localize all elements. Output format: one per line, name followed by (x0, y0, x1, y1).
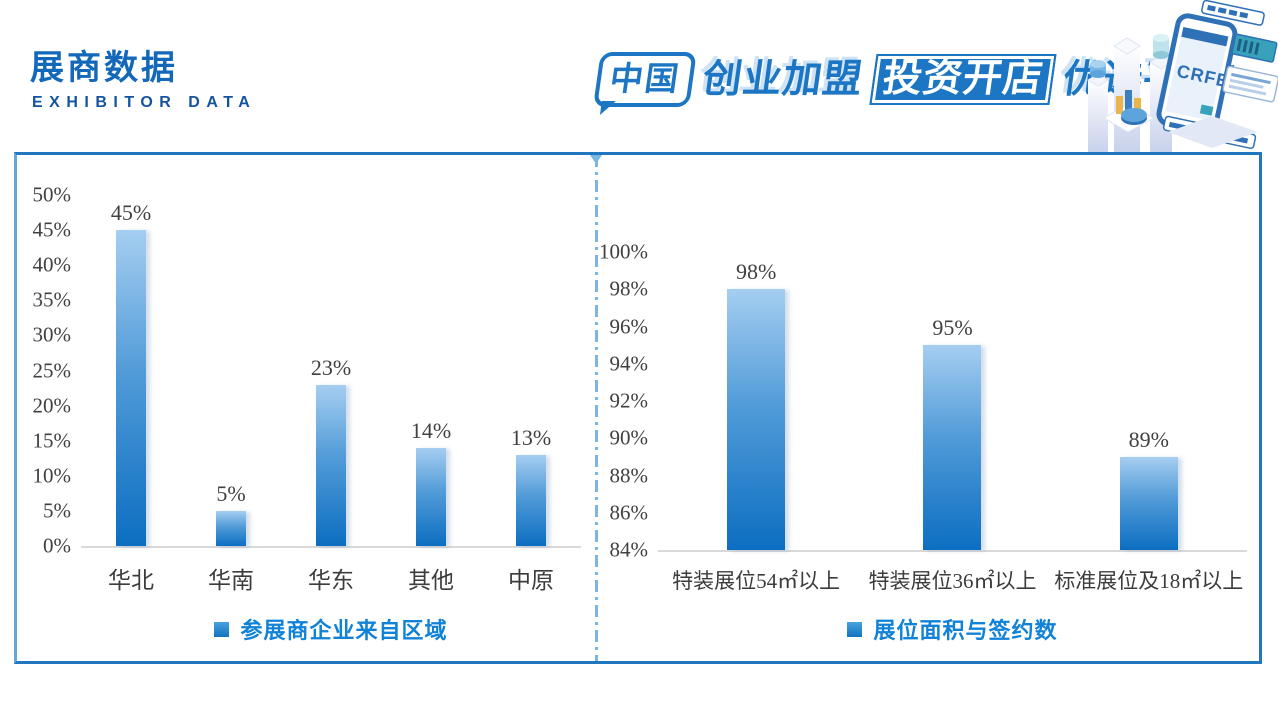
y-tick-label: 98% (609, 276, 649, 301)
x-axis-labels-right: 特装展位54㎡以上 特装展位36㎡以上 标准展位及18㎡以上 (658, 552, 1247, 595)
bar-cell: 14% (381, 417, 481, 546)
bar-cell: 89% (1051, 426, 1247, 550)
plot-area-left: 45% 5% 23% 14% 13% (81, 195, 581, 548)
y-tick-label: 86% (609, 500, 649, 525)
mini-bar-chart (1103, 90, 1156, 133)
bar (316, 384, 346, 546)
banner-shapes (1162, 0, 1278, 150)
legend-label-right: 展位面积与签约数 (873, 618, 1058, 643)
legend-left: 参展商企业来自区域 (81, 617, 581, 643)
category-label: 其他 (408, 568, 454, 593)
bar-value-label: 13% (510, 424, 552, 450)
y-tick-label: 45% (32, 217, 72, 242)
slogan-text-1: 创业加盟 (699, 57, 867, 101)
bar-cell: 95% (854, 317, 1050, 550)
y-tick-label: 30% (32, 322, 72, 347)
y-axis-left: 50% 45% 40% 35% 30% 25% 20% 15% 10% 5% 0% (25, 184, 81, 556)
y-tick-label: 94% (609, 351, 649, 376)
y-axis-right: 100% 98% 96% 94% 92% 90% 88% 86% 84% (599, 241, 658, 560)
legend-label-left: 参展商企业来自区域 (240, 618, 448, 643)
bar (727, 289, 786, 550)
bar-value-label: 89% (1128, 426, 1169, 452)
bar-value-label: 98% (736, 259, 777, 285)
slogan-highlight: 投资开店 (869, 53, 1057, 105)
slogan-bubble: 中国 (593, 51, 697, 107)
bar (1119, 456, 1178, 550)
category-label: 华北 (108, 568, 154, 593)
bar-value-label: 45% (110, 200, 152, 226)
cylinder-shapes (1090, 34, 1169, 78)
bar-value-label: 95% (932, 315, 973, 341)
isometric-phone-illustration: CRFE (1087, 0, 1278, 152)
category-label: 特装展位54㎡以上 (672, 569, 841, 593)
legend-swatch-icon (214, 621, 230, 637)
y-tick-label: 20% (32, 393, 72, 418)
page-subtitle: EXHIBITOR DATA (32, 94, 257, 111)
y-tick-label: 84% (609, 537, 649, 562)
category-label: 华南 (208, 568, 254, 593)
bar-value-label: 14% (410, 417, 452, 443)
y-tick-label: 88% (609, 463, 649, 487)
legend-swatch-icon (847, 621, 863, 637)
x-axis-labels-left: 华北 华南 华东 其他 中原 (81, 548, 581, 595)
bar (923, 345, 982, 550)
y-tick-label: 25% (32, 358, 72, 382)
y-tick-label: 10% (32, 463, 72, 488)
bar-cell: 23% (281, 354, 381, 546)
y-tick-label: 100% (599, 239, 648, 264)
bar (216, 510, 246, 546)
y-tick-label: 15% (32, 428, 72, 453)
category-label: 中原 (508, 568, 554, 593)
bar-cell: 98% (658, 261, 854, 550)
y-tick-label: 96% (609, 314, 649, 338)
y-tick-label: 0% (43, 533, 71, 558)
bar-value-label: 23% (310, 354, 352, 380)
y-tick-label: 40% (32, 252, 72, 277)
region-bar-chart: 50% 45% 40% 35% 30% 25% 20% 15% 10% 5% 0% 45% 5% 23%… (17, 155, 595, 661)
bar (116, 230, 146, 546)
chart-divider (590, 155, 602, 661)
bar-cell: 45% (81, 202, 181, 546)
booth-bar-chart: 100% 98% 96% 94% 92% 90% 88% 86% 84% 98% 95% 89% 特… (598, 155, 1259, 661)
plot-area-right: 98% 95% 89% (658, 252, 1247, 552)
legend-right: 展位面积与签约数 (658, 617, 1247, 643)
bar (416, 447, 446, 546)
y-tick-label: 90% (609, 425, 649, 450)
y-tick-label: 50% (32, 182, 72, 207)
bar-cell: 5% (181, 480, 281, 546)
y-tick-label: 35% (32, 287, 72, 312)
category-label: 标准展位及18㎡以上 (1054, 569, 1244, 593)
main-panel: 50% 45% 40% 35% 30% 25% 20% 15% 10% 5% 0% 45% 5% 23%… (14, 152, 1262, 664)
page-title: 展商数据 (30, 49, 178, 87)
y-tick-label: 5% (43, 498, 71, 523)
category-label: 特装展位36㎡以上 (868, 569, 1037, 593)
y-tick-label: 92% (609, 388, 649, 413)
bar (516, 454, 546, 546)
bar-cell: 13% (481, 424, 581, 546)
category-label: 华东 (308, 568, 354, 593)
bar-value-label: 5% (216, 480, 246, 506)
